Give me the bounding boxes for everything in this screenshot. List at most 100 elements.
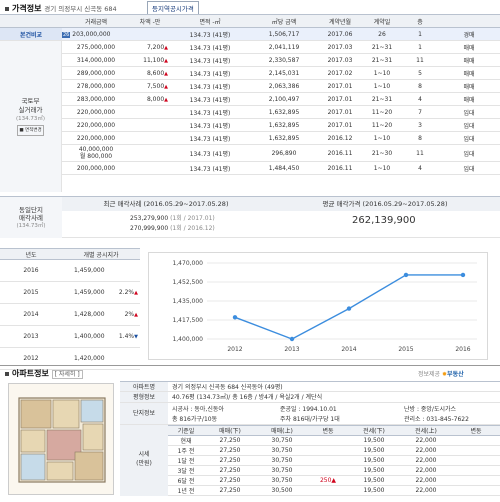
trade-price: 314,000,000: [76, 56, 116, 64]
apt-price-row: 3달 전 27,250 30,750 19,500 22,000: [168, 465, 500, 476]
area-change-button[interactable]: ■ 면적변경: [17, 125, 44, 136]
brand-name: 부동산: [447, 371, 464, 378]
trade-diff: [130, 161, 170, 175]
trade-diff: [130, 144, 170, 162]
trade-ym: 2016.12: [318, 131, 362, 145]
trade-area: 134.73 (41평): [170, 161, 250, 175]
section-title: 가격정보: [12, 4, 42, 13]
trade-per-m2: 2,100,497: [250, 92, 318, 106]
gongsi-year: 2015: [0, 281, 62, 304]
apt-col-header: 매매(下): [204, 425, 256, 436]
case-2-price: 270,999,900: [130, 225, 169, 232]
apt-price-row: 1달 전 27,250 30,750 19,500 22,000: [168, 455, 500, 466]
compare-area: 134.73 (41평): [170, 27, 250, 41]
header-ym: 계약년월: [318, 14, 362, 28]
location: 경기 의정부시 신곡동 684: [44, 5, 117, 13]
gongsi-price: 1,400,000: [74, 333, 105, 340]
apt-cell-g: [452, 485, 500, 496]
price-info-header: 가격정보 경기 의정부시 신곡동 684: [5, 3, 117, 14]
trade-row: 283,000,000 8,000▲ 134.73 (41평) 2,100,497 20…: [0, 92, 500, 106]
side-label-1: 국토부: [21, 97, 40, 105]
header-day: 계약일: [362, 14, 402, 28]
detail-button[interactable]: [ 자세히 ]: [51, 370, 83, 379]
apt-cell-e: 19,500: [348, 485, 400, 496]
trade-price-cell: 314,000,000: [62, 53, 130, 67]
apt-cell-d: 현재: [168, 435, 204, 446]
trade-type: 매매: [438, 79, 500, 93]
x-tick-label: 2012: [227, 346, 242, 353]
trade-price-cell: 220,000,000: [62, 118, 130, 132]
trade-row: 220,000,000 134.73 (41평) 1,632,895 2017.01 1…: [0, 105, 500, 119]
trade-ym: 2017.01: [318, 92, 362, 106]
apt-price-label: 시세: [138, 451, 150, 458]
col-year: 년도: [0, 248, 62, 260]
trade-price: 283,000,000: [76, 95, 116, 103]
apt-cell-a: 27,250: [204, 455, 256, 466]
apt-info-table: 아파트명 경기 의정부시 신곡동 684 신곡동아 (49평) 평형정보 40.…: [120, 381, 500, 496]
apt-name-label: 아파트명: [120, 382, 168, 391]
apt-cell-g: [452, 445, 500, 456]
x-tick-label: 2015: [398, 346, 413, 353]
official-price-button[interactable]: 등지역공시가격: [147, 1, 199, 15]
trade-floor: 11: [402, 144, 438, 162]
floor-plan-icon: [18, 397, 106, 483]
arrow-up-icon: ▲: [164, 57, 168, 64]
compare-price-cell: 26 203,000,000: [62, 27, 130, 41]
arrow-up-icon: ▲: [164, 44, 168, 51]
trade-row: 40,000,000 월 800,000 134.73 (41평) 296,890 20…: [0, 144, 500, 162]
gongsi-pct-value: 2%: [124, 311, 135, 318]
trade-table: 거래금액 차액 -만 면적 -㎡ ㎡당 금액 계약년월 계약일 층 본건비교 2…: [0, 14, 500, 175]
trade-type: 임대: [438, 131, 500, 145]
apt-parking: 주차 816대/가구당 1대: [280, 416, 340, 423]
apt-name-row: 아파트명 경기 의정부시 신곡동 684 신곡동아 (49평): [120, 381, 500, 392]
trade-price-cell: 283,000,000: [62, 92, 130, 106]
trade-floor: 8: [402, 131, 438, 145]
gongsi-pct-value: 1.4%: [118, 333, 135, 340]
trade-type: 임대: [438, 144, 500, 162]
trade-ym: 2017.01: [318, 105, 362, 119]
trade-price: 40,000,000: [78, 146, 114, 153]
recent-side-2: 매각사례: [19, 214, 43, 222]
trade-day: 1~10: [362, 131, 402, 145]
trade-row: 220,000,000 134.73 (41평) 1,632,895 2017.01 1…: [0, 118, 500, 132]
avg-label: 평균 매각가격 (2016.05.29~2017.05.28): [270, 197, 500, 211]
gongsi-price: 1,428,000: [74, 311, 105, 318]
arrow-down-icon: ▼: [134, 334, 138, 340]
trade-floor: 11: [402, 53, 438, 67]
apt-cell-f: 22,000: [400, 475, 452, 486]
trade-floor: 3: [402, 118, 438, 132]
data-point: [403, 272, 409, 278]
trade-price-cell: 275,000,000: [62, 40, 130, 54]
trade-diff: 8,600▲: [130, 66, 170, 80]
apt-danji-row: 단지정보 시공사 : 동아,신동아 준공일 : 1994.10.01 난방 : …: [120, 403, 500, 425]
apt-cell-d: 6달 전: [168, 475, 204, 486]
apt-name: 경기 의정부시 신곡동 684 신곡동아 (49평): [172, 384, 283, 391]
trade-ym: 2017.01: [318, 79, 362, 93]
apt-price-label-cell: 시세 (만원): [120, 425, 168, 496]
trade-diff: [130, 131, 170, 145]
trade-area: 134.73 (41평): [170, 92, 250, 106]
apt-price-row: 1년 전 27,250 30,500 19,500 22,000: [168, 485, 500, 496]
trade-area: 134.73 (41평): [170, 66, 250, 80]
apt-cell-b: 30,500: [256, 485, 308, 496]
apt-cell-f: 22,000: [400, 465, 452, 476]
apt-cell-b: 30,750: [256, 435, 308, 446]
data-point: [346, 306, 352, 311]
trade-day: 1~10: [362, 66, 402, 80]
apt-households: 총 816가구/10동: [172, 416, 218, 423]
trade-floor: 4: [402, 92, 438, 106]
apt-col-header: 변동: [308, 425, 348, 436]
compare-floor: 1: [402, 27, 438, 41]
trade-diff-value: 11,100: [143, 56, 165, 64]
trade-row: 278,000,000 7,500▲ 134.73 (41평) 2,063,386 20…: [0, 79, 500, 93]
recent-side-1: 동일단지: [19, 206, 43, 214]
apt-cell-e: 19,500: [348, 435, 400, 446]
x-tick-label: 2013: [284, 346, 299, 353]
trade-diff: [130, 118, 170, 132]
trade-row: 220,000,000 134.73 (41평) 1,632,895 2016.12 1…: [0, 131, 500, 145]
trade-day: 1~10: [362, 79, 402, 93]
trade-row: 200,000,000 134.73 (41평) 1,484,450 2016.11 1…: [0, 161, 500, 175]
trade-ym: 2017.01: [318, 118, 362, 132]
trade-row: 289,000,000 8,600▲ 134.73 (41평) 2,145,031 20…: [0, 66, 500, 80]
trade-price-cell: 220,000,000: [62, 131, 130, 145]
